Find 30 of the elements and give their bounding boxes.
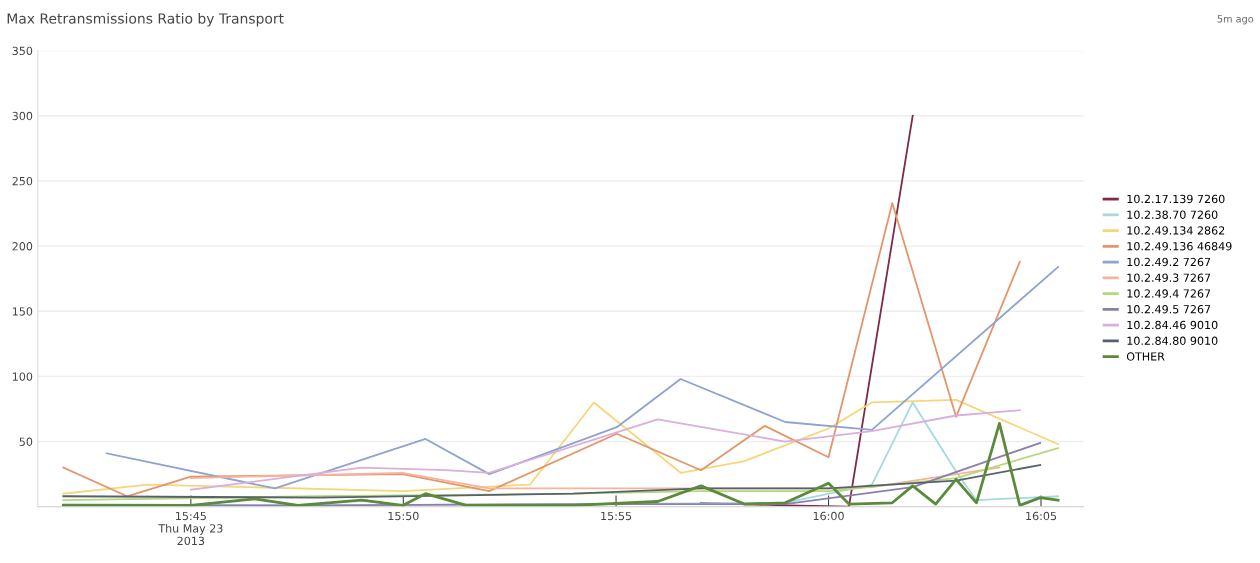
legend-label: 10.2.49.2 7267 — [1127, 257, 1211, 267]
legend-label: 10.2.49.4 7267 — [1127, 289, 1211, 298]
y-tick-label: 350 — [12, 46, 33, 56]
legend-label: 10.2.49.3 7267 — [1127, 273, 1211, 282]
text: 5m ago — [1217, 15, 1254, 25]
y-tick-label: 50 — [19, 437, 33, 446]
x-tick-label: 16:00 — [813, 511, 844, 521]
x-tick-label: 16:05 — [1026, 511, 1057, 521]
legend-label: 10.2.49.134 2862 — [1127, 226, 1225, 235]
legend-label: 10.2.49.5 7267 — [1127, 305, 1211, 314]
line-series — [62, 464, 1042, 499]
legend-label: 10.2.38.70 7260 — [1127, 210, 1218, 219]
chart-title: Max Retransmissions Ratio by Transport — [7, 12, 284, 27]
x-tick-label: 15:55 — [601, 511, 632, 521]
line-series — [189, 409, 1021, 491]
line-series — [62, 202, 1021, 498]
x-tick-label: 15:45 Thu May 23 2013 — [158, 511, 223, 546]
legend-label: 10.2.49.136 46849 — [1127, 242, 1232, 251]
y-tick-label: 300 — [12, 111, 33, 121]
x-tick-label: 15:50 — [388, 511, 419, 521]
y-tick-label: 250 — [12, 176, 33, 186]
y-tick-label: 100 — [12, 372, 33, 381]
legend-label: 10.2.84.46 9010 — [1127, 320, 1218, 330]
legend-label: OTHER — [1126, 352, 1165, 361]
y-tick-label: 200 — [12, 242, 33, 251]
line-series — [61, 421, 1060, 507]
y-tick-label: 150 — [12, 307, 33, 316]
legend-label: 10.2.84.80 9010 — [1127, 336, 1218, 345]
line-series — [105, 266, 1059, 490]
legend-label: 10.2.17.139 7260 — [1127, 194, 1225, 204]
